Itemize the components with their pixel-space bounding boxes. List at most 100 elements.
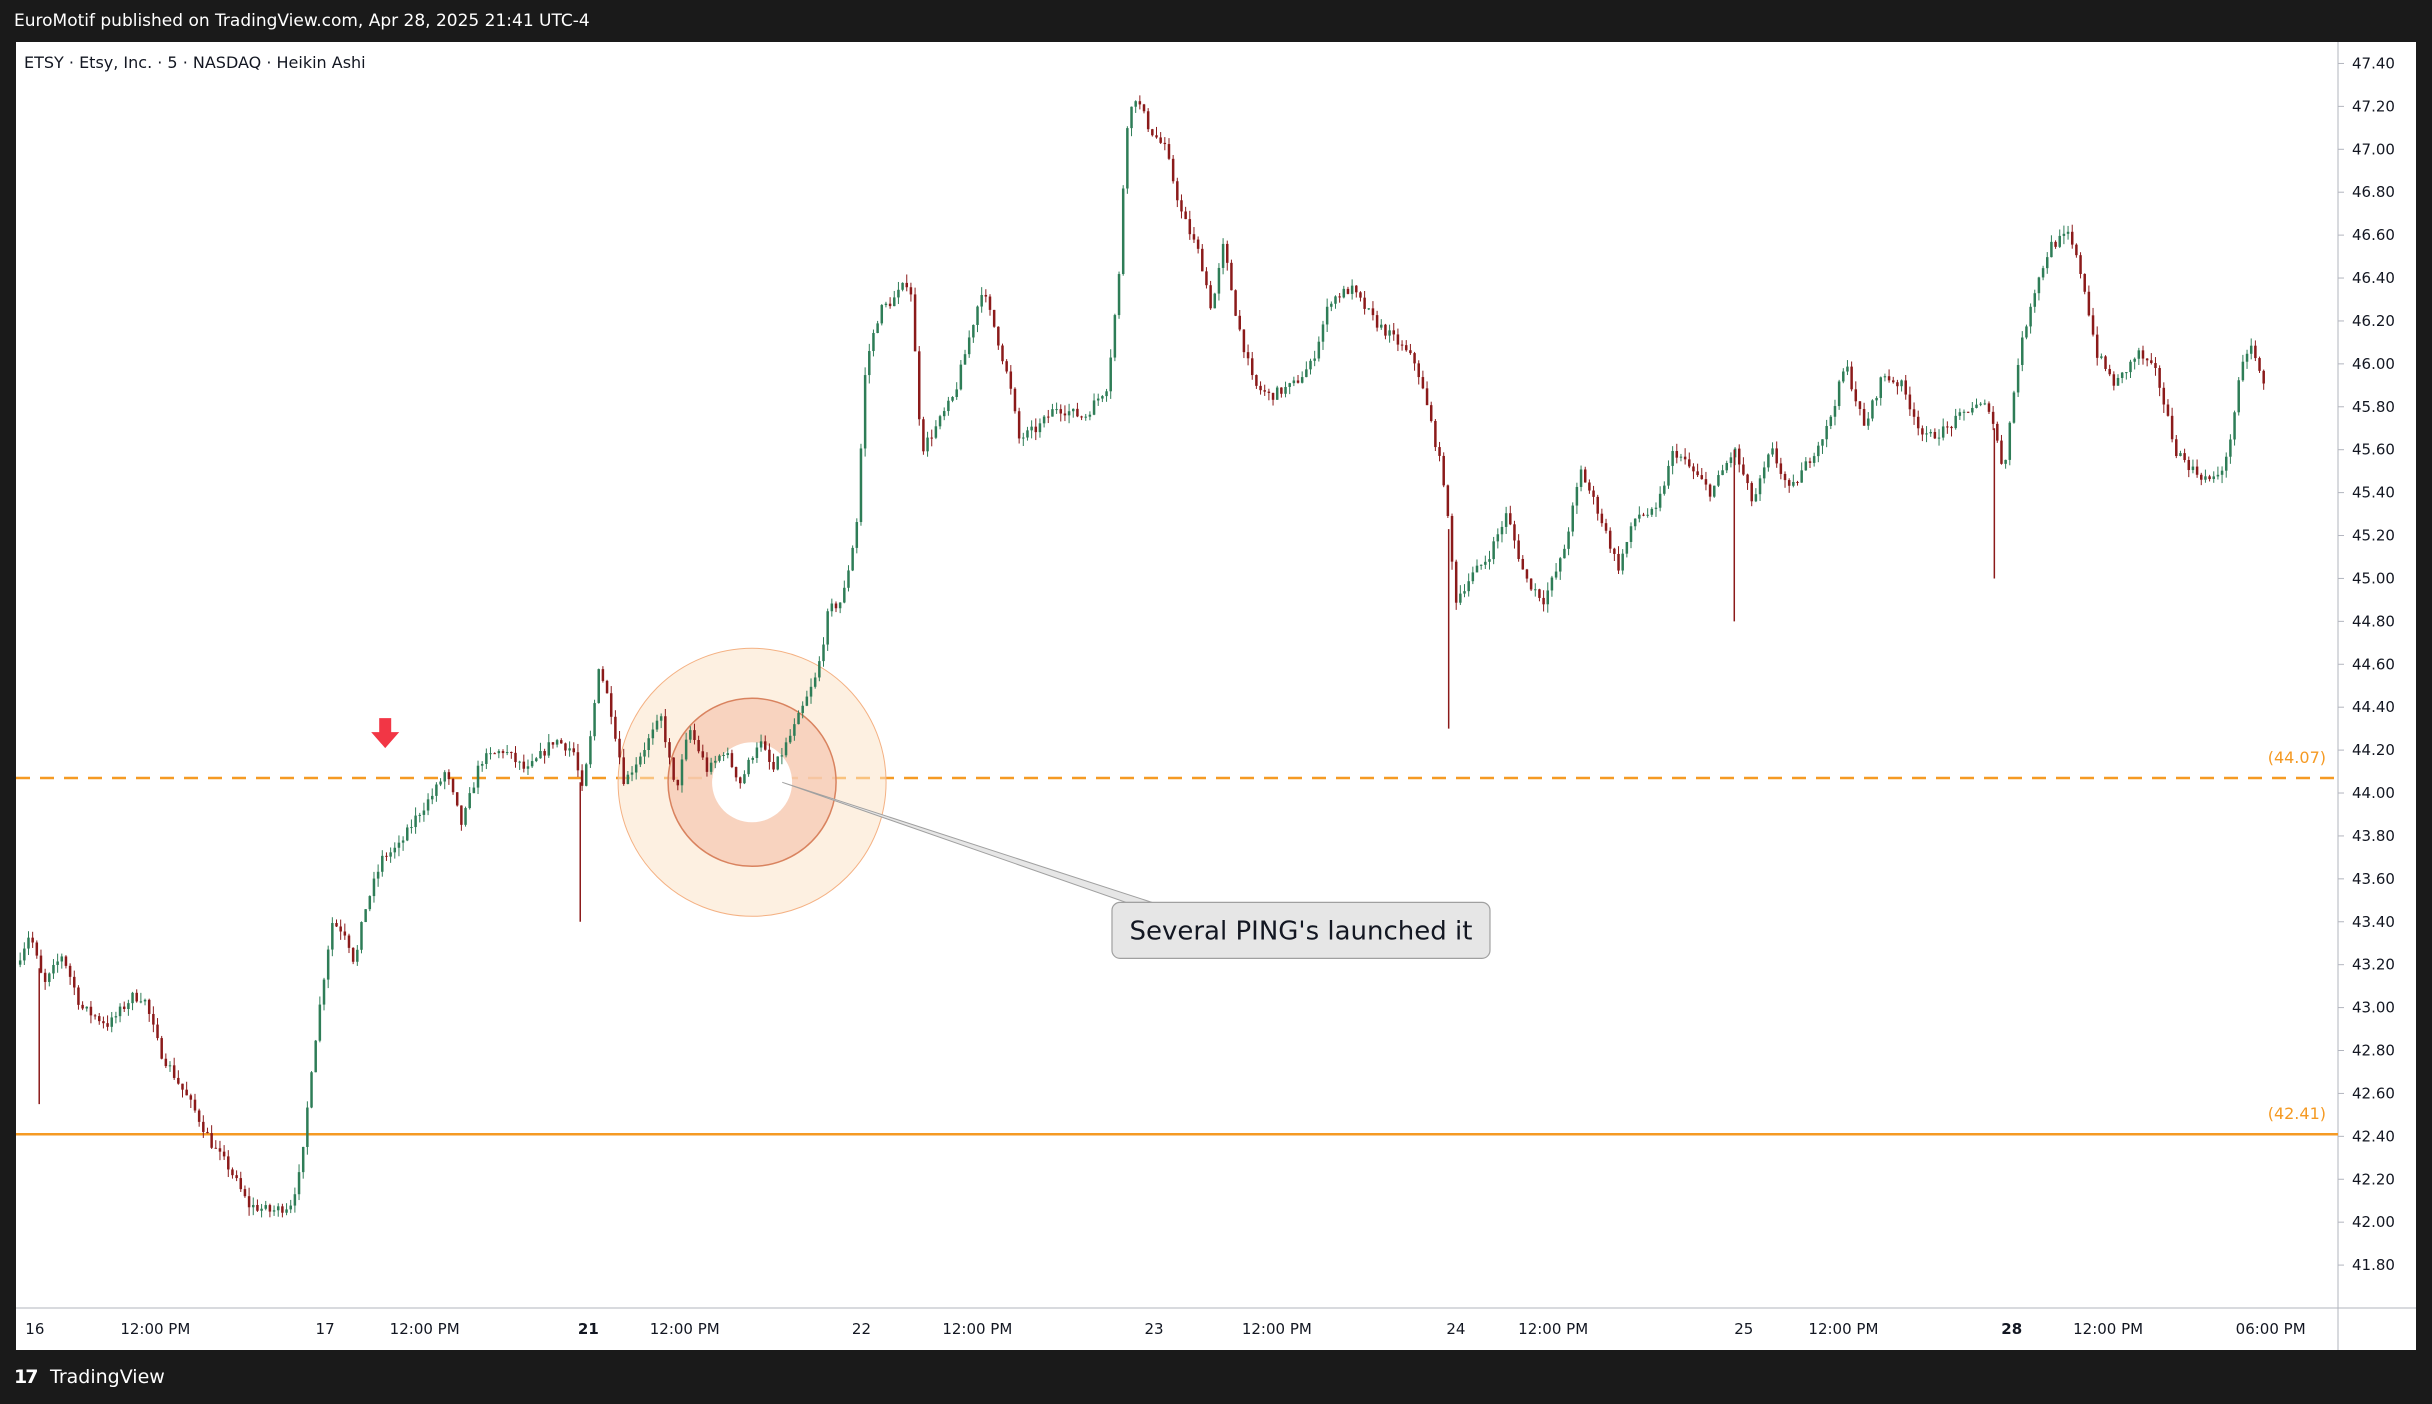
candle-body [743,774,746,784]
candle-body [1350,285,1354,294]
candle-body [1259,385,1262,391]
candle-body [1563,548,1566,559]
candle-body [2050,241,2053,258]
candle-body [1646,514,1649,516]
candle-body [227,1156,230,1170]
candle-body [35,942,39,956]
chart-legend: ETSY · Etsy, Inc. · 5 · NASDAQ · Heikin … [24,53,366,72]
candle-body [634,764,638,773]
x-tick-label: 12:00 PM [1518,1320,1588,1338]
candle-body [1762,467,1766,479]
candle-body [1051,409,1054,417]
candle-body [139,1001,143,1003]
candle-body [1246,352,1250,359]
candle-body [1296,380,1300,383]
candle-body [934,426,938,438]
candle-body [1675,451,1679,458]
candle-body [543,751,546,756]
candle-body [1192,234,1196,240]
candle-body [1854,389,1858,402]
candles-layer [18,95,2265,1218]
candle-body [1209,285,1212,309]
candle-body [1367,308,1371,310]
candle-body [1255,375,1258,386]
candle-body [2025,326,2028,338]
candle-body [2021,337,2024,365]
down-arrow-icon [371,718,400,749]
candle-body [389,852,392,857]
candle-body [1500,526,1504,535]
candle-body [2150,360,2153,364]
candle-body [131,992,134,1004]
candle-body [1891,380,1895,383]
candle-body [297,1172,301,1195]
candle-body [1038,423,1042,433]
candle-body [618,738,621,758]
candle-body [447,772,451,780]
candle-body [1484,561,1487,565]
callout-box [1111,901,1491,959]
y-tick-label: 43.80 [2352,827,2395,845]
candle-body [2224,456,2228,471]
candle-body [2029,306,2032,327]
candle-body [1163,142,1167,145]
candle-body [768,749,771,762]
publisher-bar: EuroMotif published on TradingView.com, … [0,0,2432,42]
candle-body [1080,416,1083,418]
candle-body [580,770,584,786]
candle-body [1638,514,1641,519]
candle-body [947,400,950,412]
candle-body [2075,244,2078,256]
candle-body [85,1006,89,1009]
candle-body [535,758,538,762]
candle-body [1413,353,1416,364]
candle-body [1221,243,1225,268]
x-tick-label: 12:00 PM [390,1320,460,1338]
candle-body [2129,361,2132,373]
candle-body [231,1169,234,1176]
candle-body [1825,425,1828,440]
candle-body [1126,128,1129,189]
price-chart[interactable]: 47.40 47.20 47.00 46.80 46.60 46.40 46.20 46.00… [16,42,2416,1350]
candle-body [1134,101,1137,107]
candle-body [830,603,834,612]
candle-body [1059,409,1063,414]
candle-body [1812,456,1816,463]
candle-body [1525,569,1529,579]
candle-body [855,522,859,548]
candle-body [1205,271,1208,286]
candle-body [572,748,576,753]
candle-body [822,644,825,662]
candle-body [905,282,909,288]
candle-body [589,736,592,765]
candle-body [260,1208,263,1211]
candle-body [1180,200,1183,212]
candle-body [834,603,838,609]
candle-body [555,740,559,745]
candle-body [1671,451,1674,466]
candle-body [734,767,738,778]
candle-body [147,999,151,1014]
candle-body [1159,137,1162,143]
candle-body [1604,523,1608,531]
candle-body [680,759,684,786]
candle-body [1346,288,1350,294]
candle-body [1954,415,1957,429]
y-tick-label: 47.20 [2352,97,2395,115]
candle-body [739,777,742,784]
candle-body [759,741,763,748]
candle-body [2220,470,2224,475]
candle-body [1155,135,1158,138]
price-level-label: (44.07) [2268,748,2326,767]
candle-body [655,720,659,730]
candle-body [1933,431,1937,439]
candle-body [714,760,717,763]
candle-body [1912,409,1916,417]
candle-body [1700,475,1704,480]
candle-body [422,810,426,815]
candle-body [922,419,925,452]
candle-body [1800,470,1803,483]
candle-body [651,729,655,739]
candle-body [1005,361,1008,372]
candle-body [2012,392,2016,423]
